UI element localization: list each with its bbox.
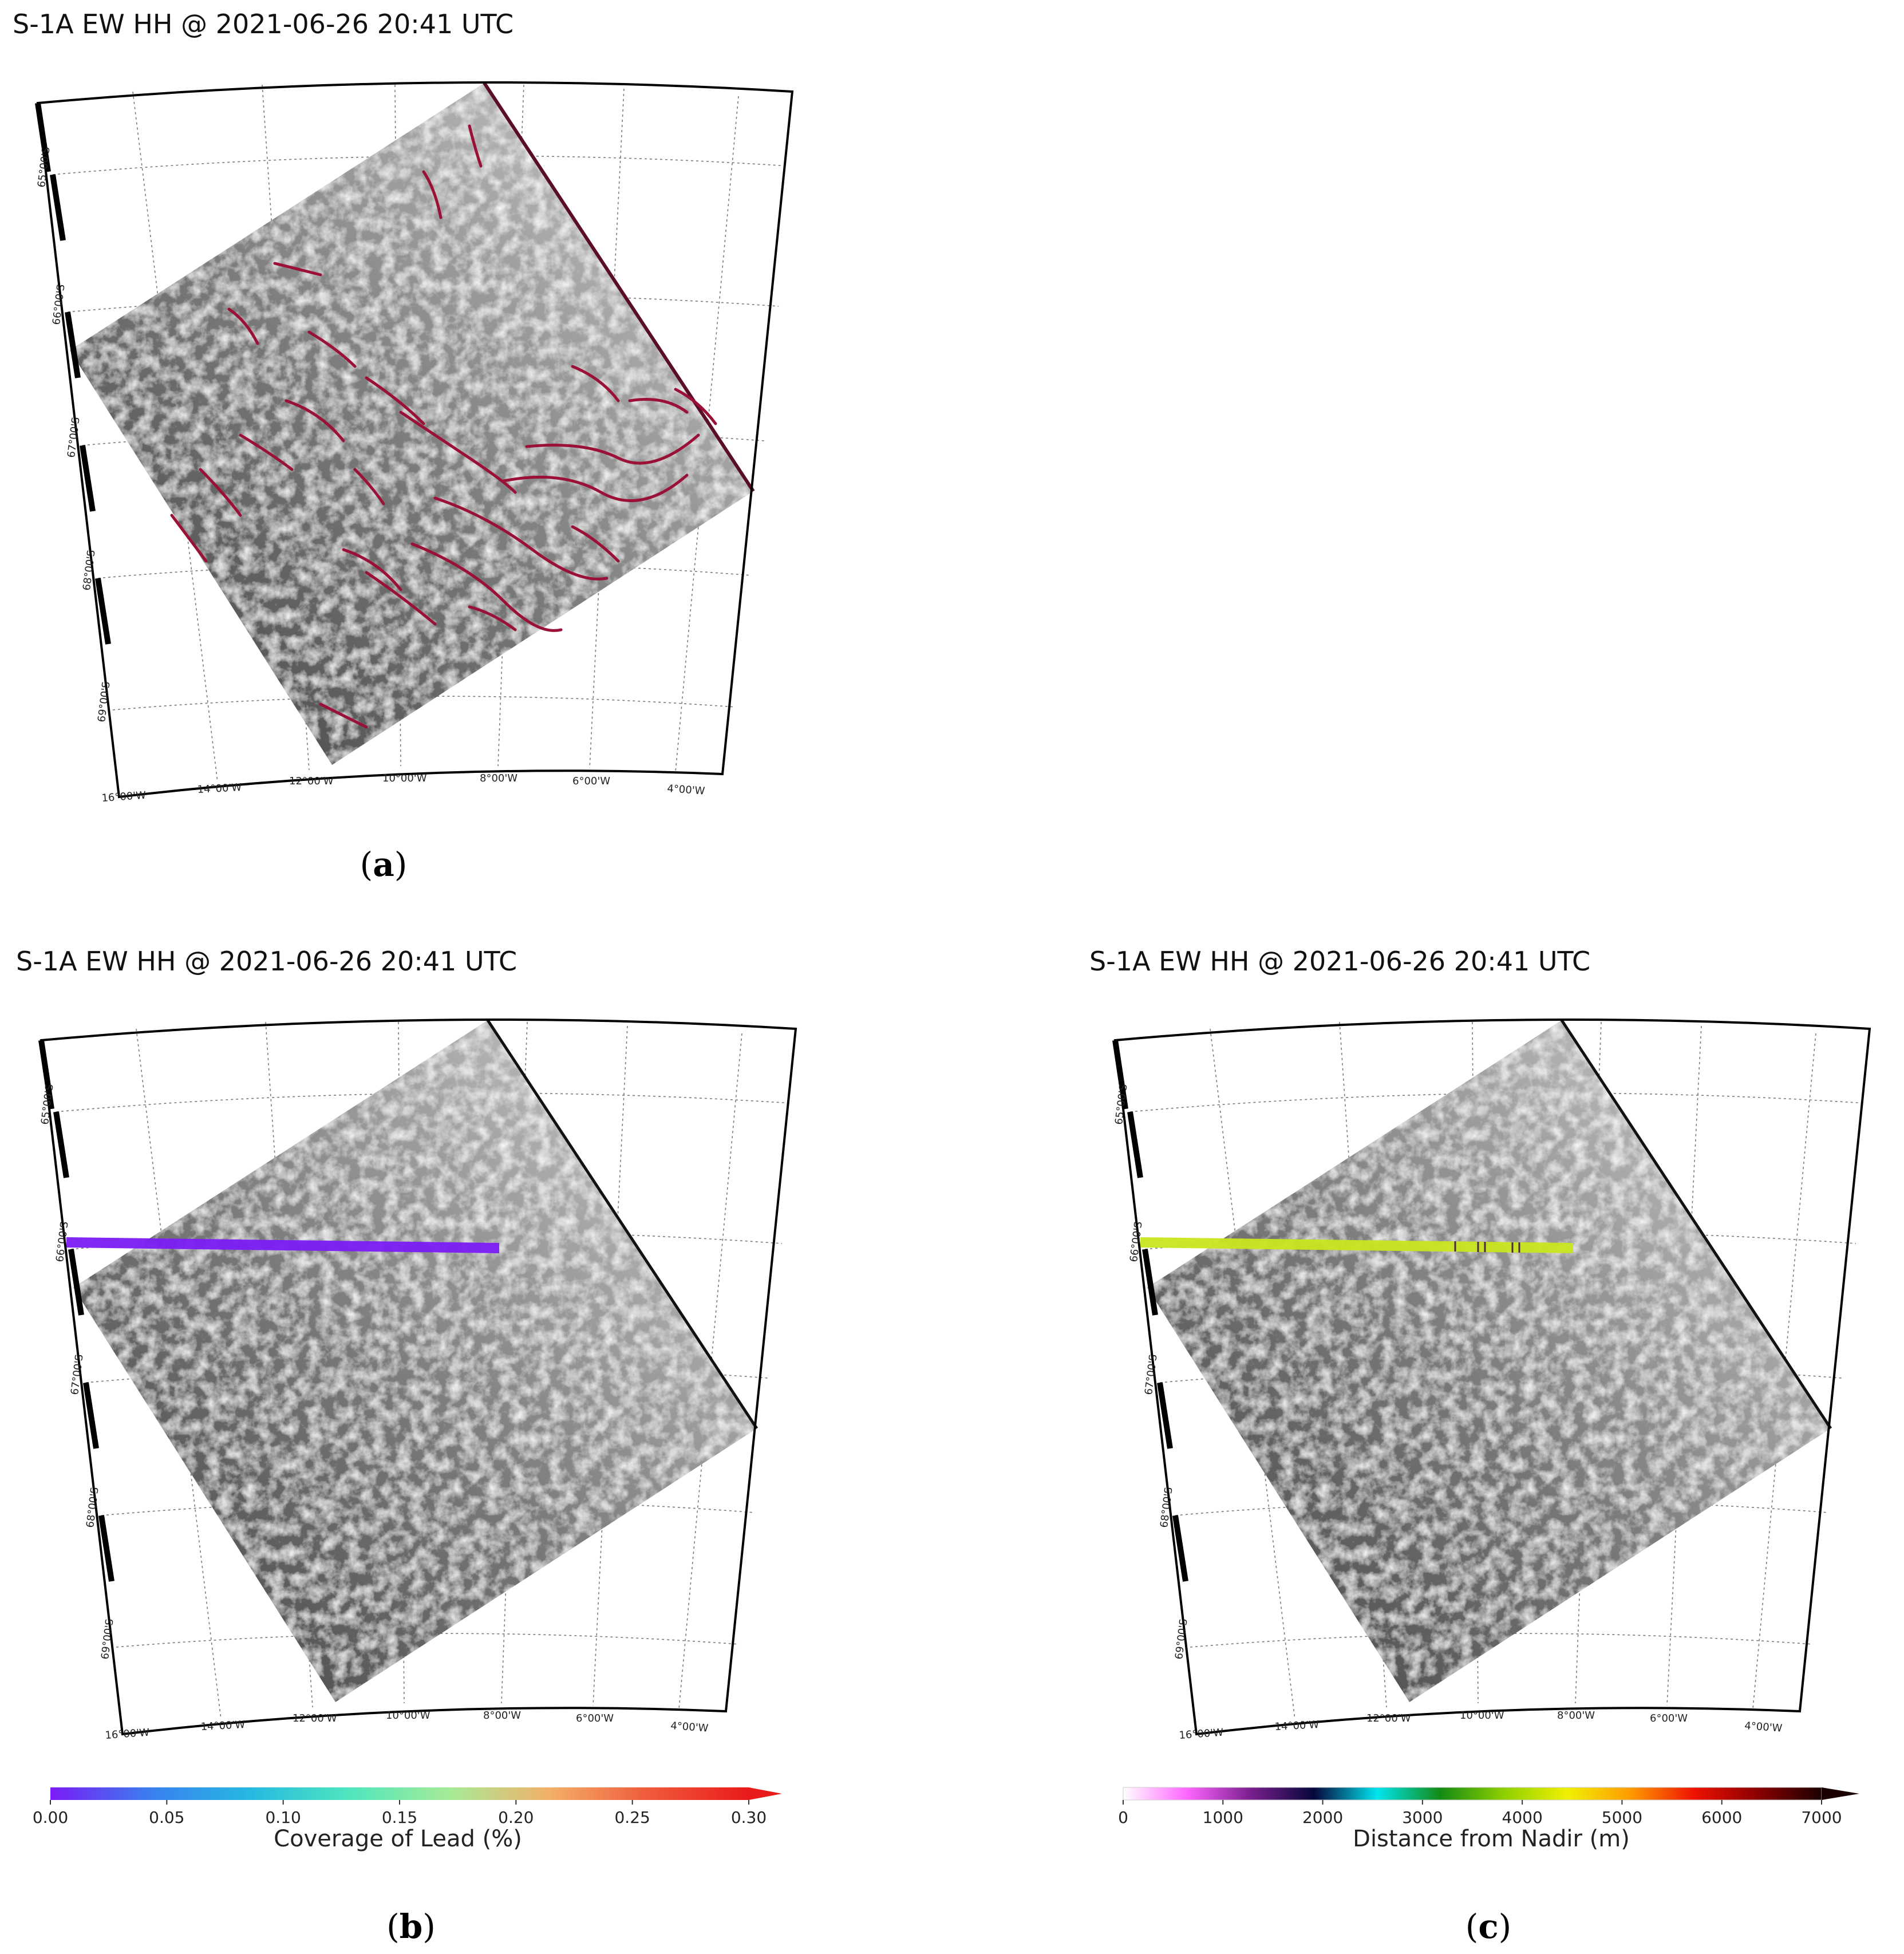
panel-a-map: 65°00'S 66°00'S 67°00'S 68°00'S 69°00'S … [35,81,794,804]
panel-b-map: 65°00'S 66°00'S 67°00'S 68°00'S 69°00'S … [38,1019,797,1742]
colorbar-tick-label: 0.00 [33,1808,68,1827]
map-frame-border [39,1019,797,1736]
colorbar-tick-label: 5000 [1602,1808,1642,1827]
colorbar-tick-label: 2000 [1302,1808,1343,1827]
lon-label: 12°00'W [289,775,334,787]
colorbar-b-label: Coverage of Lead (%) [274,1826,522,1852]
map-frame-ticks [35,102,111,645]
sar-swath [73,1020,757,1702]
lon-label: 8°00'W [483,1710,521,1722]
panel-c-caption: (c) [1465,1907,1512,1946]
colorbar-tick-label: 1000 [1203,1808,1243,1827]
panel-a: S-1A EW HH @ 2021-06-26 20:41 UTC [13,9,794,884]
colorbar-tick-label: 0.25 [614,1808,650,1827]
panel-c-title: S-1A EW HH @ 2021-06-26 20:41 UTC [1089,946,1590,977]
lon-label: 16°00'W [105,1727,150,1742]
lon-labels: 16°00'W 14°00'W 12°00'W 10°00'W 8°00'W 6… [1179,1710,1783,1742]
sar-swath [1147,1020,1831,1702]
lon-label: 16°00'W [1179,1727,1224,1742]
map-frame-border [36,81,794,799]
colorbar-tick-label: 4000 [1502,1808,1543,1827]
lon-label: 4°00'W [667,783,706,798]
map-frame-border [1113,1019,1871,1736]
lon-label: 14°00'W [1274,1719,1320,1733]
lon-label: 6°00'W [576,1712,614,1724]
colorbar-b-extend-arrow [749,1787,782,1800]
colorbar-tick-label: 0.10 [265,1808,301,1827]
swath-edge [483,82,755,492]
colorbar-tick-label: 0.15 [382,1808,417,1827]
swath-edge [1560,1019,1832,1430]
colorbar-c-label: Distance from Nadir (m) [1353,1826,1630,1852]
colorbar-c-extend-arrow [1822,1787,1859,1800]
colorbar-tick-label: 6000 [1701,1808,1742,1827]
swath-edge [486,1019,759,1430]
lon-label: 10°00'W [382,772,427,784]
colorbar-tick-label: 3000 [1402,1808,1443,1827]
lon-label: 8°00'W [1557,1710,1595,1722]
colorbar-b-ticks: 0.00 0.05 0.10 0.15 0.20 0.25 0.30 [33,1800,767,1827]
lon-label: 8°00'W [480,772,518,784]
caption-letter: a [373,845,394,884]
panel-b-caption: (b) [386,1907,436,1946]
panel-a-caption: (a) [360,845,408,884]
panel-c: S-1A EW HH @ 2021-06-26 20:41 UTC [1089,946,1871,1946]
colorbar-b-bar [50,1787,749,1800]
lon-label: 14°00'W [197,781,242,796]
lon-label: 16°00'W [101,790,147,804]
panel-b-title: S-1A EW HH @ 2021-06-26 20:41 UTC [16,946,517,977]
sar-swath [70,83,753,765]
lon-label: 12°00'W [1366,1712,1411,1724]
colorbar-tick-label: 0.05 [149,1808,184,1827]
colorbar-b: 0.00 0.05 0.10 0.15 0.20 0.25 0.30 Coverage of… [33,1787,782,1852]
altimeter-track [66,1237,499,1253]
colorbar-c-bar [1123,1787,1822,1801]
panel-c-map: 65°00'S 66°00'S 67°00'S 68°00'S 69°00'S … [1112,1019,1871,1742]
caption-letter: b [400,1907,423,1946]
altimeter-track [1140,1237,1573,1253]
colorbar-c-ticks: 0 1000 2000 3000 4000 5000 6000 7000 [1118,1800,1842,1827]
lead-detections [170,124,717,729]
lon-label: 12°00'W [293,1712,337,1724]
lon-label: 10°00'W [1460,1710,1504,1722]
lon-label: 4°00'W [670,1720,709,1735]
lon-labels: 16°00'W 14°00'W 12°00'W 10°00'W 8°00'W 6… [105,1710,709,1742]
colorbar-tick-label: 0.20 [498,1808,534,1827]
caption-letter: c [1478,1907,1498,1946]
panel-b: S-1A EW HH @ 2021-06-26 20:41 UTC [16,946,797,1946]
colorbar-tick-label: 7000 [1801,1808,1842,1827]
lon-label: 6°00'W [572,775,610,787]
colorbar-tick-label: 0.30 [731,1808,767,1827]
map-frame-ticks [38,1040,114,1582]
colorbar-tick-label: 0 [1118,1808,1128,1827]
colorbar-c: 0 1000 2000 3000 4000 5000 6000 7000 Distance f… [1118,1787,1859,1852]
lon-label: 6°00'W [1650,1712,1688,1724]
lon-label: 10°00'W [386,1710,430,1722]
lon-labels: 16°00'W 14°00'W 12°00'W 10°00'W 8°00'W 6… [101,772,705,804]
lon-label: 4°00'W [1744,1720,1783,1735]
panel-a-title: S-1A EW HH @ 2021-06-26 20:41 UTC [13,9,513,40]
lon-label: 14°00'W [200,1719,246,1733]
track-dark-segments [1454,1241,1520,1253]
map-frame-ticks [1112,1040,1188,1582]
